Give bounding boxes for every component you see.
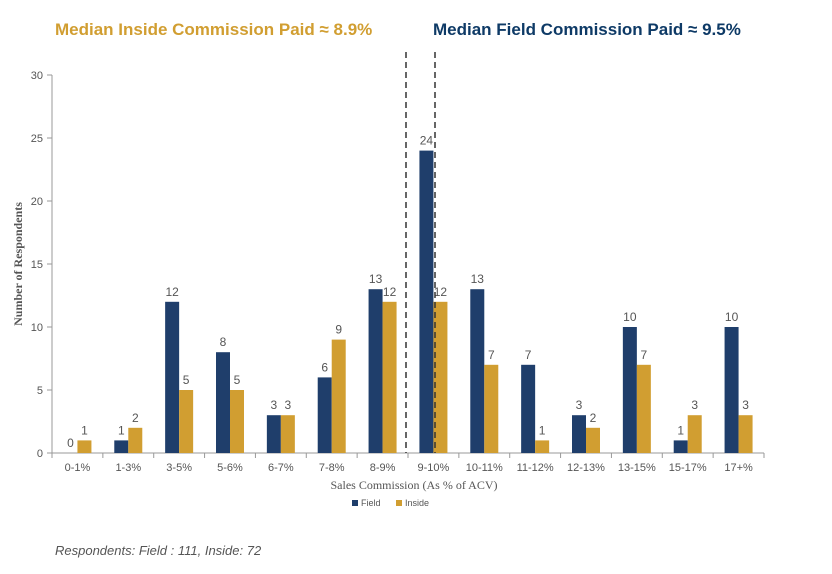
- data-label-field: 10: [623, 310, 637, 324]
- bar-inside: [636, 364, 651, 453]
- bar-field: [673, 440, 688, 453]
- data-label-inside: 3: [742, 398, 749, 412]
- bar-field: [470, 289, 485, 453]
- bar-inside: [230, 390, 244, 453]
- x-tick-label: 8-9%: [370, 462, 396, 474]
- y-axis-title: Number of Respondents: [11, 202, 25, 326]
- bar-field: [724, 327, 739, 453]
- y-tick-label: 15: [31, 259, 43, 271]
- data-label-inside: 3: [285, 398, 292, 412]
- data-label-inside: 2: [132, 411, 139, 425]
- data-label-field: 6: [321, 360, 328, 374]
- bar-inside: [77, 440, 92, 453]
- y-tick-label: 5: [37, 385, 43, 397]
- x-tick-label: 15-17%: [669, 462, 707, 474]
- bar-field: [216, 352, 230, 453]
- y-tick-label: 10: [31, 322, 43, 334]
- data-label-inside: 1: [539, 423, 546, 437]
- y-tick-label: 25: [31, 133, 43, 145]
- bar-field: [165, 301, 180, 453]
- median-inside-header: Median Inside Commission Paid ≈ 8.9%: [55, 20, 373, 39]
- x-tick-label: 11-12%: [517, 462, 554, 474]
- x-tick-label: 13-15%: [618, 462, 656, 474]
- data-label-field: 7: [525, 348, 532, 362]
- data-label-field: 12: [165, 285, 179, 299]
- data-label-inside: 12: [383, 285, 397, 299]
- x-tick-label: 1-3%: [115, 462, 141, 474]
- bar-inside: [331, 339, 346, 453]
- bar-field: [368, 289, 383, 453]
- bar-field: [317, 377, 332, 453]
- bar-inside: [484, 364, 499, 453]
- bar-field: [114, 440, 129, 453]
- data-label-field: 13: [471, 272, 485, 286]
- bar-field: [622, 327, 637, 453]
- data-label-field: 24: [420, 134, 434, 148]
- data-label-inside: 7: [641, 348, 648, 362]
- bar-field: [572, 415, 586, 453]
- data-label-inside: 9: [335, 323, 342, 337]
- bar-field: [521, 364, 536, 453]
- data-label-field: 3: [576, 398, 583, 412]
- data-label-inside: 7: [488, 348, 495, 362]
- x-tick-label: 10-11%: [466, 462, 503, 474]
- data-label-inside: 2: [590, 411, 597, 425]
- bar-field: [419, 150, 434, 453]
- respondents-footnote: Respondents: Field : 111, Inside: 72: [55, 543, 262, 558]
- x-tick-label: 5-6%: [217, 462, 243, 474]
- x-axis-title: Sales Commission (As % of ACV): [330, 478, 497, 492]
- x-tick-label: 7-8%: [319, 462, 345, 474]
- legend-label-field: Field: [361, 498, 381, 508]
- data-label-field: 8: [220, 335, 227, 349]
- bar-inside: [179, 390, 194, 453]
- data-label-field: 0: [67, 436, 74, 450]
- data-label-field: 13: [369, 272, 383, 286]
- legend-label-inside: Inside: [405, 498, 429, 508]
- data-label-inside: 5: [183, 373, 190, 387]
- bar-field: [266, 415, 281, 453]
- bar-inside: [128, 427, 143, 453]
- data-label-field: 1: [118, 423, 125, 437]
- data-label-inside: 1: [81, 423, 88, 437]
- data-label-inside: 5: [234, 373, 241, 387]
- x-tick-label: 3-5%: [166, 462, 192, 474]
- x-tick-label: 17+%: [724, 462, 753, 474]
- data-label-inside: 12: [434, 285, 448, 299]
- x-tick-label: 12-13%: [567, 462, 605, 474]
- data-label-field: 10: [725, 310, 739, 324]
- bar-inside: [280, 415, 295, 453]
- data-label-field: 3: [271, 398, 278, 412]
- x-tick-label: 9-10%: [418, 462, 450, 474]
- bar-inside: [535, 440, 550, 453]
- x-tick-label: 6-7%: [268, 462, 294, 474]
- bar-inside: [687, 415, 702, 453]
- legend-swatch-field: [352, 500, 358, 506]
- data-label-inside: 3: [691, 398, 698, 412]
- y-tick-label: 30: [31, 70, 43, 82]
- bar-inside: [738, 415, 753, 453]
- median-field-header: Median Field Commission Paid ≈ 9.5%: [433, 20, 741, 39]
- y-tick-label: 20: [31, 196, 43, 208]
- x-tick-label: 0-1%: [65, 462, 91, 474]
- bar-inside: [586, 427, 600, 453]
- bar-inside: [433, 301, 448, 453]
- data-label-field: 1: [677, 423, 684, 437]
- bar-inside: [382, 301, 397, 453]
- y-tick-label: 0: [37, 448, 43, 460]
- legend-swatch-inside: [396, 500, 402, 506]
